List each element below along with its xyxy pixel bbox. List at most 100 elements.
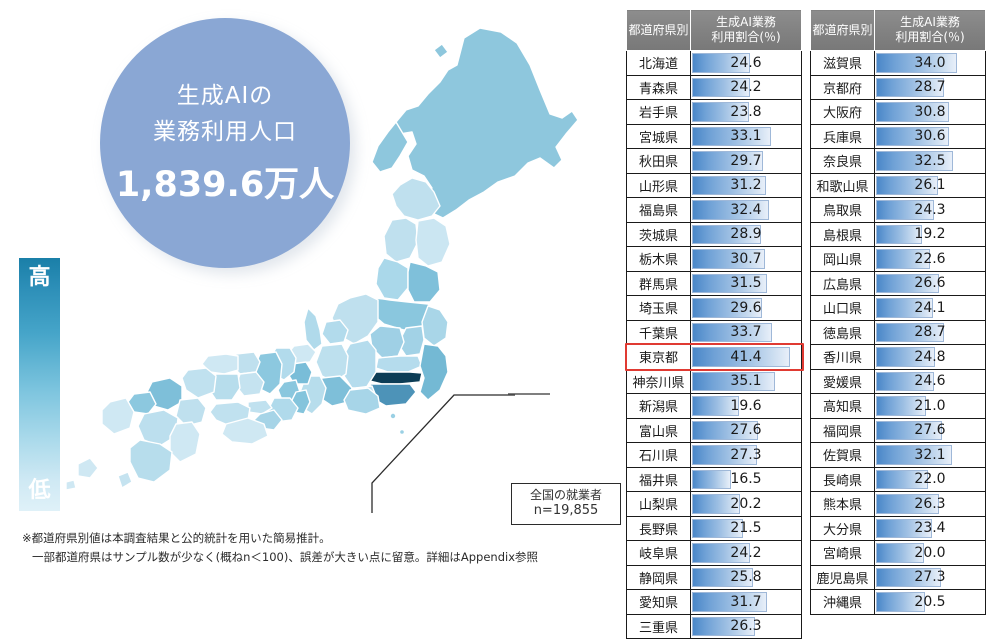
cell-usage-rate: 28.7 [874, 319, 986, 345]
cell-usage-rate: 25.8 [690, 564, 802, 590]
data-bar [692, 298, 762, 318]
footnote-line2: 一部都道府県はサンプル数が少なく(概ねn＜100)、誤差が大きい点に留意。詳細は… [32, 549, 538, 564]
cell-usage-rate: 29.7 [690, 148, 802, 174]
table-row[interactable]: 宮崎県 20.0 [810, 540, 986, 566]
footnote-line1: ※都道府県別値は本調査結果と公的統計を用いた簡易推計。 [22, 531, 331, 545]
table-row[interactable]: 茨城県 28.9 [626, 221, 802, 247]
data-bar-value: 20.0 [914, 544, 946, 561]
table-row[interactable]: 大阪府 30.8 [810, 99, 986, 125]
callout-sample-size: n=19,855 [533, 503, 599, 519]
region-ibaraki [421, 305, 449, 347]
table-row[interactable]: 熊本県 26.3 [810, 491, 986, 517]
table-row[interactable]: 滋賀県 34.0 [810, 50, 986, 76]
data-bar-value: 25.8 [730, 569, 762, 586]
cell-usage-rate: 28.7 [874, 74, 986, 100]
region-shimane [201, 353, 239, 375]
header-usage-rate: 生成AI業務 利用割合(％) [874, 9, 986, 51]
table-row[interactable]: 神奈川県 35.1 [626, 368, 802, 394]
table-row[interactable]: 山形県 31.2 [626, 172, 802, 198]
table-row[interactable]: 北海道 24.6 [626, 50, 802, 76]
table-row[interactable]: 石川県 27.3 [626, 442, 802, 468]
table-row[interactable]: 群馬県 31.5 [626, 270, 802, 296]
table-row[interactable]: 新潟県 19.6 [626, 393, 802, 419]
data-bar [692, 175, 766, 195]
table-row[interactable]: 山梨県 20.2 [626, 491, 802, 517]
table-row[interactable]: 大分県 23.4 [810, 515, 986, 541]
data-bar [876, 543, 924, 563]
table-row[interactable]: 佐賀県 32.1 [810, 442, 986, 468]
table-row[interactable]: 長野県 21.5 [626, 515, 802, 541]
table-row[interactable]: 和歌山県 26.1 [810, 172, 986, 198]
region-kochi [221, 417, 269, 445]
table-row[interactable]: 岡山県 22.6 [810, 246, 986, 272]
table-row[interactable]: 広島県 26.6 [810, 270, 986, 296]
data-bar-value: 27.3 [730, 446, 762, 463]
table-row[interactable]: 愛知県 31.7 [626, 589, 802, 615]
table-row[interactable]: 岐阜県 24.2 [626, 540, 802, 566]
cell-usage-rate: 24.2 [690, 540, 802, 566]
region-toyama [321, 319, 349, 345]
cell-prefecture-name: 山形県 [626, 172, 691, 198]
table-row[interactable]: 埼玉県 29.6 [626, 295, 802, 321]
data-bar-value: 24.6 [914, 373, 946, 390]
table-row[interactable]: 香川県 24.8 [810, 344, 986, 370]
table-row[interactable]: 栃木県 30.7 [626, 246, 802, 272]
data-bar-value: 23.4 [914, 520, 946, 537]
table-row[interactable]: 青森県 24.2 [626, 74, 802, 100]
region-hokkaido-islet [433, 43, 449, 59]
data-bar [876, 224, 922, 244]
table-header-row: 都道府県別 生成AI業務 利用割合(％) [626, 9, 802, 51]
table-row[interactable]: 高知県 21.0 [810, 393, 986, 419]
cell-usage-rate: 16.5 [690, 466, 802, 492]
table-row[interactable]: 島根県 19.2 [810, 221, 986, 247]
cell-prefecture-name: 福井県 [626, 466, 691, 492]
data-bar [876, 273, 939, 293]
table-row[interactable]: 静岡県 25.8 [626, 564, 802, 590]
table-row[interactable]: 愛媛県 24.6 [810, 368, 986, 394]
table-row[interactable]: 奈良県 32.5 [810, 148, 986, 174]
cell-prefecture-name: 岡山県 [810, 246, 875, 272]
data-bar [692, 494, 740, 514]
cell-prefecture-name: 宮城県 [626, 123, 691, 149]
cell-prefecture-name: 香川県 [810, 344, 875, 370]
table-row[interactable]: 岩手県 23.8 [626, 99, 802, 125]
cell-prefecture-name: 島根県 [810, 221, 875, 247]
table-row[interactable]: 鹿児島県 27.3 [810, 564, 986, 590]
cell-prefecture-name: 滋賀県 [810, 50, 875, 76]
callout-title: 全国の就業者 [529, 488, 602, 503]
headline-line1: 生成AIの [176, 82, 274, 109]
data-bar-value: 32.4 [730, 201, 762, 218]
table-row[interactable]: 京都府 28.7 [810, 74, 986, 100]
cell-prefecture-name: 鹿児島県 [810, 564, 875, 590]
cell-usage-rate: 20.2 [690, 491, 802, 517]
data-bar [692, 371, 775, 391]
table-row[interactable]: 兵庫県 30.6 [810, 123, 986, 149]
table-row[interactable]: 秋田県 29.7 [626, 148, 802, 174]
cell-usage-rate: 26.6 [874, 270, 986, 296]
table-row[interactable]: 沖縄県 20.5 [810, 589, 986, 615]
data-bar [692, 53, 750, 73]
table-row[interactable]: 富山県 27.6 [626, 417, 802, 443]
cell-usage-rate: 26.3 [874, 491, 986, 517]
table-row[interactable]: 山口県 24.1 [810, 295, 986, 321]
table-row[interactable]: 長崎県 22.0 [810, 466, 986, 492]
table-row[interactable]: 千葉県 33.7 [626, 319, 802, 345]
prefecture-table-right: 都道府県別 生成AI業務 利用割合(％) 滋賀県 34.0 京都府 28.7 大阪府 30.8 兵… [810, 9, 986, 615]
data-bar-value: 31.5 [730, 275, 762, 292]
table-row[interactable]: 徳島県 28.7 [810, 319, 986, 345]
region-kumamoto [137, 409, 179, 447]
table-row[interactable]: 三重県 26.3 [626, 613, 802, 639]
table-row[interactable]: 東京都 41.4 [626, 344, 802, 370]
table-row[interactable]: 福岡県 27.6 [810, 417, 986, 443]
table-row[interactable]: 福井県 16.5 [626, 466, 802, 492]
table-row[interactable]: 福島県 32.4 [626, 197, 802, 223]
region-kagoshima-islands [117, 471, 133, 489]
table-header-row: 都道府県別 生成AI業務 利用割合(％) [810, 9, 986, 51]
region-chiba [419, 343, 449, 401]
table-row[interactable]: 宮城県 33.1 [626, 123, 802, 149]
data-bar-value: 26.3 [730, 618, 762, 635]
cell-usage-rate: 32.5 [874, 148, 986, 174]
table-row[interactable]: 鳥取県 24.3 [810, 197, 986, 223]
data-bar [692, 396, 739, 416]
data-bar [692, 420, 758, 440]
